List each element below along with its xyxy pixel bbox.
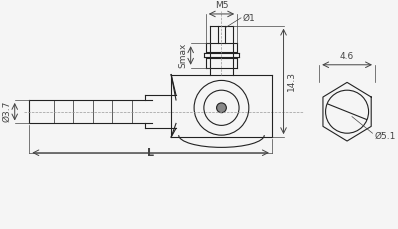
Text: Ø5.1: Ø5.1 bbox=[375, 132, 396, 141]
Text: Ø3.7: Ø3.7 bbox=[3, 101, 12, 122]
Text: Ø1: Ø1 bbox=[243, 13, 256, 22]
Text: Smax: Smax bbox=[179, 43, 188, 68]
Text: 4.6: 4.6 bbox=[340, 52, 354, 61]
Text: 14.3: 14.3 bbox=[287, 71, 295, 91]
Circle shape bbox=[217, 103, 226, 113]
Text: M5: M5 bbox=[215, 1, 228, 10]
Text: L: L bbox=[147, 148, 154, 158]
